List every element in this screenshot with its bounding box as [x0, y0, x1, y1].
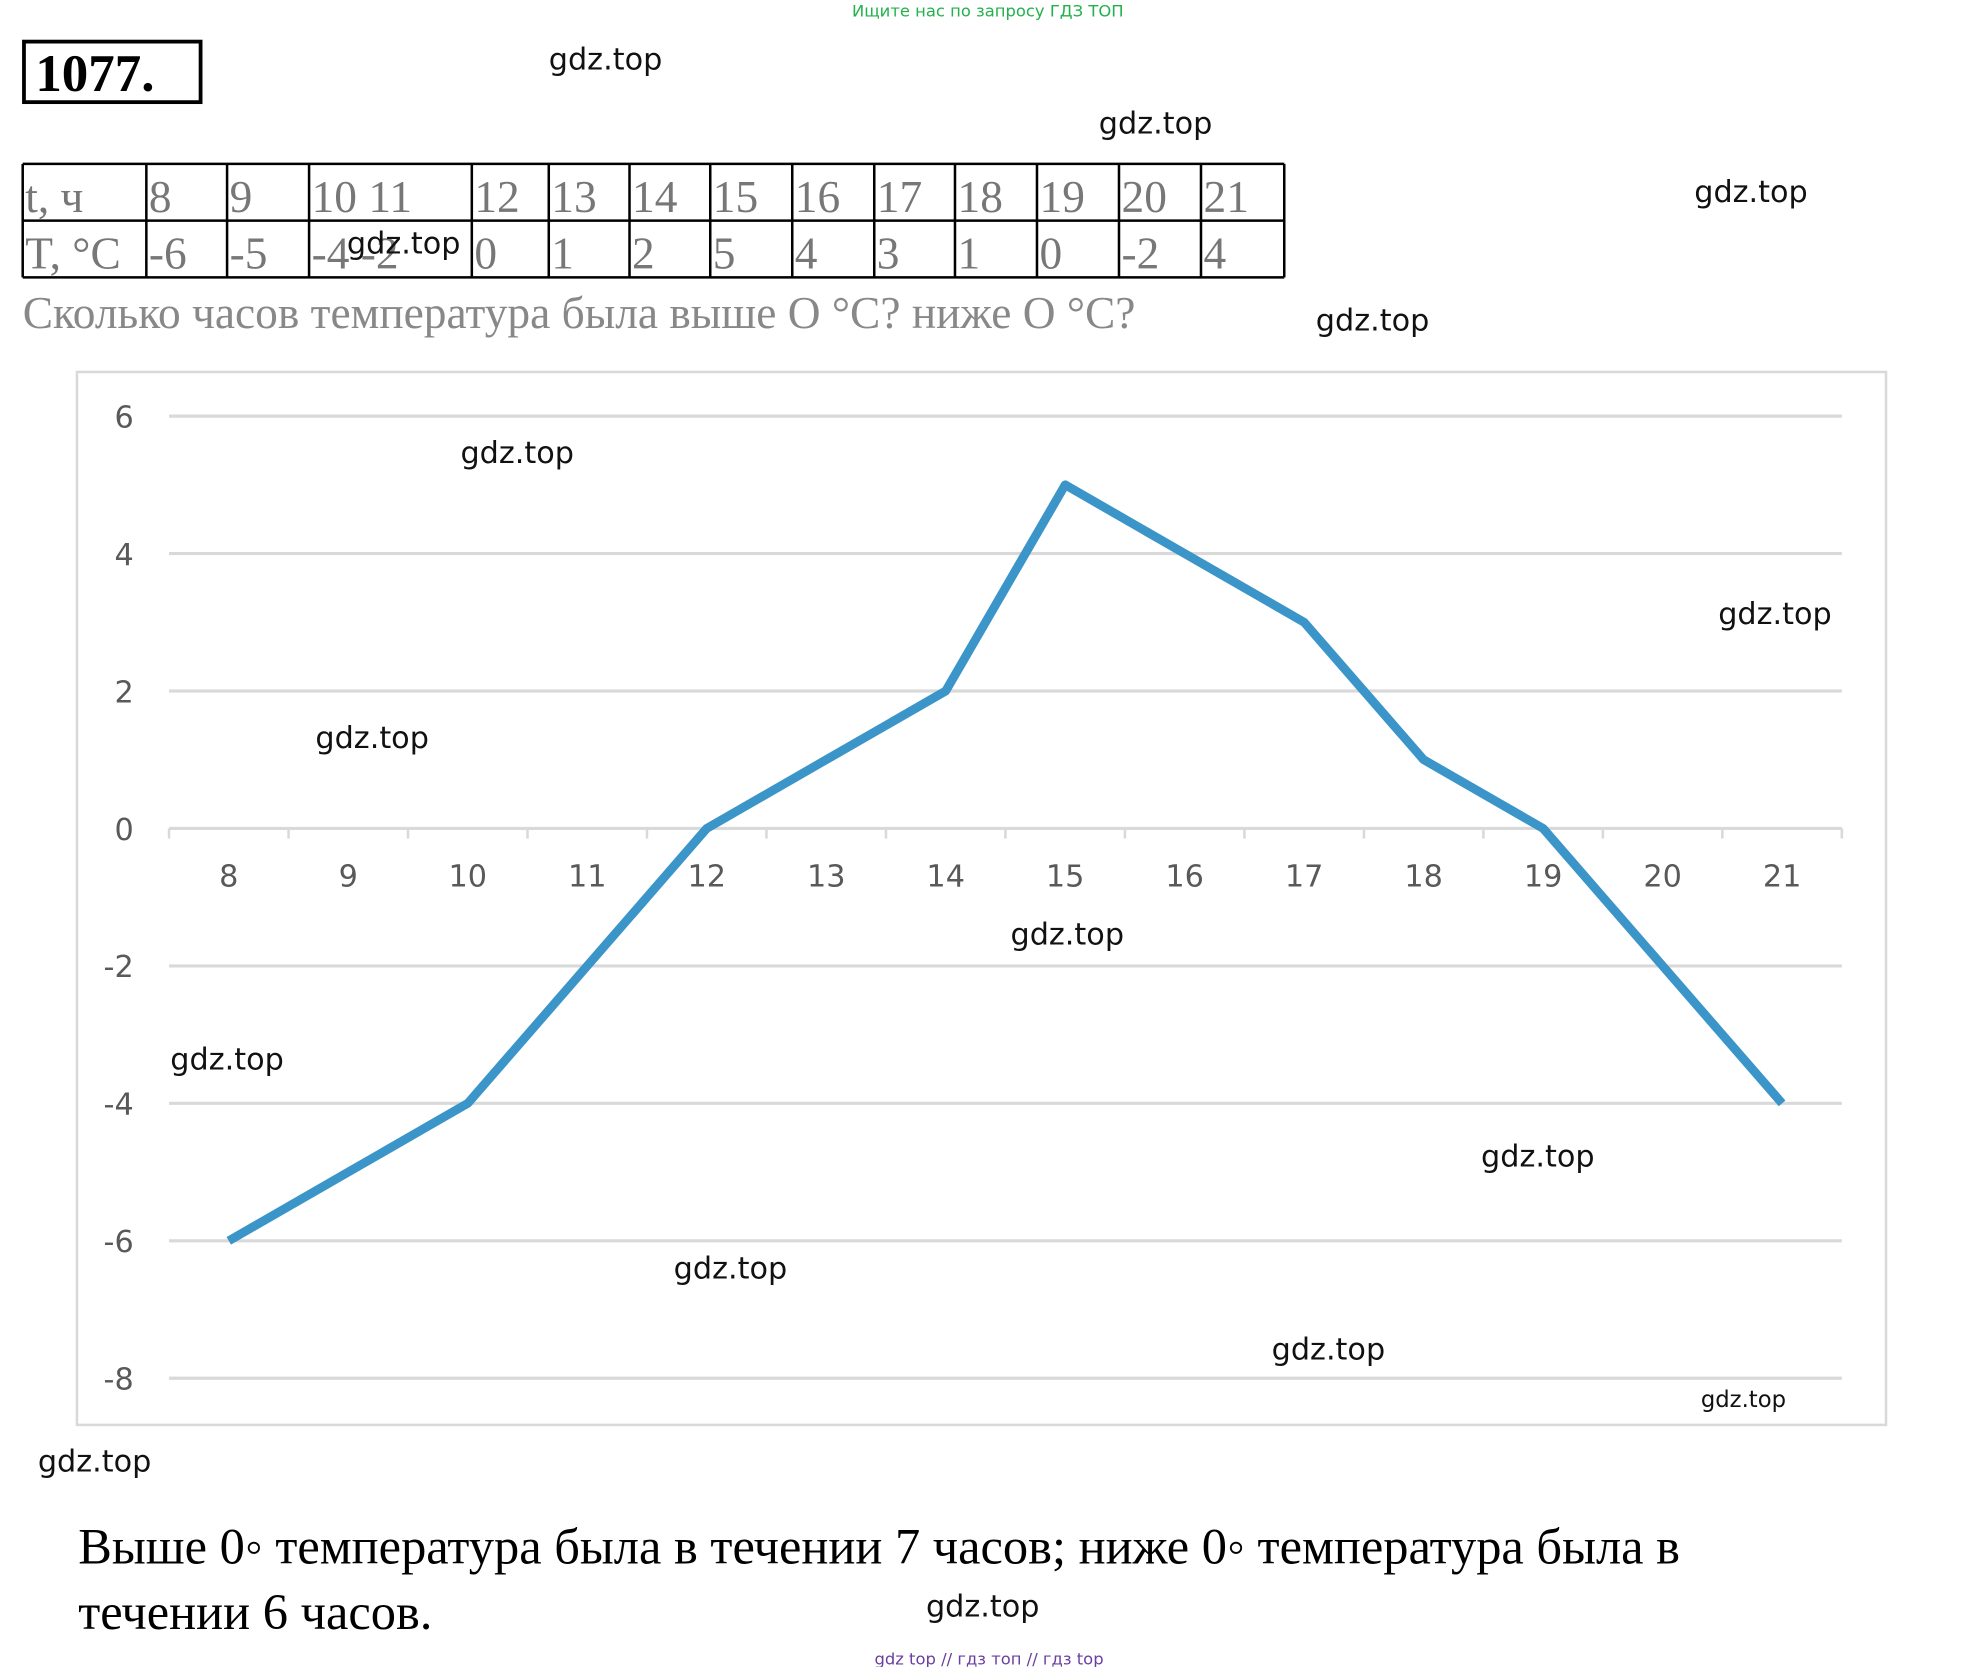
- table-cell: 8: [149, 172, 172, 222]
- chart-frame: [75, 370, 1888, 1427]
- x-tick-label: 21: [1763, 859, 1802, 894]
- table-cell: 15: [713, 172, 758, 222]
- table-cell: -5: [230, 229, 268, 279]
- x-tick-label: 15: [1046, 859, 1085, 894]
- table-cell: 14: [632, 172, 677, 222]
- top-note: Ищите нас по запросу ГДЗ ТОП: [852, 1, 1124, 20]
- watermark: gdz.top: [38, 1445, 152, 1480]
- table-cell: 13: [551, 172, 596, 222]
- table-cell: 9: [230, 172, 253, 222]
- y-tick-label: 0: [114, 813, 133, 848]
- table-cell: 4: [1204, 229, 1227, 279]
- table-cell: 17: [877, 172, 922, 222]
- x-tick-label: 17: [1285, 859, 1324, 894]
- watermark: gdz.top: [1481, 1139, 1595, 1174]
- watermark: gdz.top: [1272, 1332, 1386, 1367]
- table-cell: 5: [713, 229, 736, 279]
- table-cell: 2: [632, 229, 655, 279]
- table-cell: -4 -2: [312, 229, 399, 279]
- number-box: [22, 39, 203, 105]
- watermark: gdz.top: [674, 1252, 788, 1287]
- y-tick-label: 2: [114, 675, 133, 710]
- answer-line: течении 6 часов.: [78, 1584, 432, 1640]
- y-tick-label: -2: [104, 950, 134, 985]
- watermark: gdz.top: [1718, 597, 1832, 632]
- watermark: gdz.top: [315, 721, 429, 756]
- x-tick-label: 13: [807, 859, 846, 894]
- table-cell: 16: [795, 172, 840, 222]
- table-cell: -2: [1122, 229, 1160, 279]
- x-tick-label: 18: [1404, 859, 1443, 894]
- watermark: gdz.top: [1099, 107, 1213, 142]
- watermark: gdz.top: [926, 1590, 1040, 1625]
- problem-number: 1077.: [35, 45, 154, 103]
- table-cell: T, °C: [25, 229, 121, 279]
- footer: gdz top // гдз топ // гдз top: [874, 1649, 1103, 1667]
- y-tick-label: -4: [104, 1088, 134, 1123]
- x-tick-label: 20: [1643, 859, 1682, 894]
- y-tick-label: -8: [104, 1363, 134, 1398]
- table-cell: -6: [149, 229, 187, 279]
- table-cell: 1: [551, 229, 574, 279]
- watermark: gdz.top: [1694, 175, 1808, 210]
- x-tick-label: 11: [568, 859, 607, 894]
- x-tick-label: 10: [448, 859, 487, 894]
- table-cell: 0: [1040, 229, 1063, 279]
- x-tick-label: 19: [1524, 859, 1563, 894]
- watermark: gdz.top: [347, 226, 461, 261]
- watermark: gdz.top: [1010, 917, 1124, 952]
- table-cell: 20: [1122, 172, 1167, 222]
- table-cell: t, ч: [25, 172, 83, 222]
- x-tick-label: 12: [687, 859, 726, 894]
- watermark: gdz.top: [1701, 1387, 1786, 1413]
- x-tick-label: 9: [339, 859, 358, 894]
- answer-line: Выше 0◦ температура была в течении 7 час…: [78, 1519, 1680, 1575]
- x-tick-label: 16: [1165, 859, 1204, 894]
- y-tick-label: 6: [114, 400, 133, 435]
- y-tick-label: -6: [104, 1225, 134, 1260]
- watermark: gdz.top: [460, 436, 574, 471]
- table-cell: 21: [1204, 172, 1249, 222]
- data-line: [226, 480, 1786, 1245]
- watermark: gdz.top: [170, 1042, 284, 1077]
- table-cell: 4: [795, 229, 818, 279]
- x-tick-label: 8: [219, 859, 238, 894]
- watermark: gdz.top: [1316, 303, 1430, 338]
- y-tick-label: 4: [114, 538, 133, 573]
- table-cell: 0: [474, 229, 497, 279]
- question: Сколько часов температура была выше О °С…: [23, 288, 1136, 338]
- x-tick-label: 14: [926, 859, 965, 894]
- table-cell: 19: [1040, 172, 1085, 222]
- table-cell: 1: [958, 229, 981, 279]
- table-cell: 3: [877, 229, 900, 279]
- table-cell: 10 11: [312, 172, 412, 222]
- table-cell: 12: [474, 172, 519, 222]
- table-cell: 18: [958, 172, 1003, 222]
- watermark: gdz.top: [549, 42, 663, 77]
